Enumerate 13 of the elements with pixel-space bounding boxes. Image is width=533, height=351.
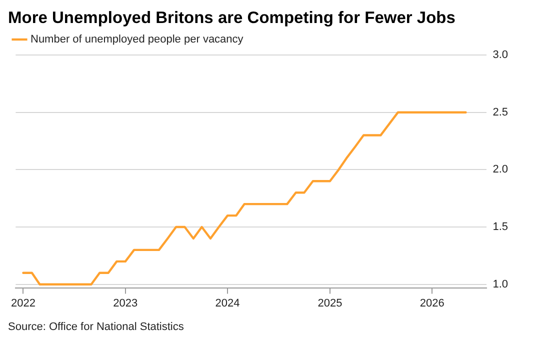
y-tick-label: 1.5 — [492, 221, 508, 234]
x-tick-label: 2023 — [113, 297, 138, 310]
y-tick-label: 2.0 — [492, 164, 508, 176]
y-tick-label: 3.0 — [492, 49, 508, 62]
y-tick-label: 1.0 — [492, 278, 508, 290]
x-tick-label: 2022 — [10, 297, 36, 310]
x-tick-label: 2025 — [318, 297, 342, 310]
legend-label: Number of unemployed people per vacancy — [30, 34, 244, 46]
y-tick-label: 2.5 — [492, 106, 508, 118]
source-note: Source: Office for National Statistics — [8, 321, 185, 333]
chart-title: More Unemployed Britons are Competing for Fewer Jobs — [8, 8, 456, 28]
x-tick-label: 2024 — [215, 297, 240, 310]
x-tick-label: 2026 — [420, 297, 444, 310]
